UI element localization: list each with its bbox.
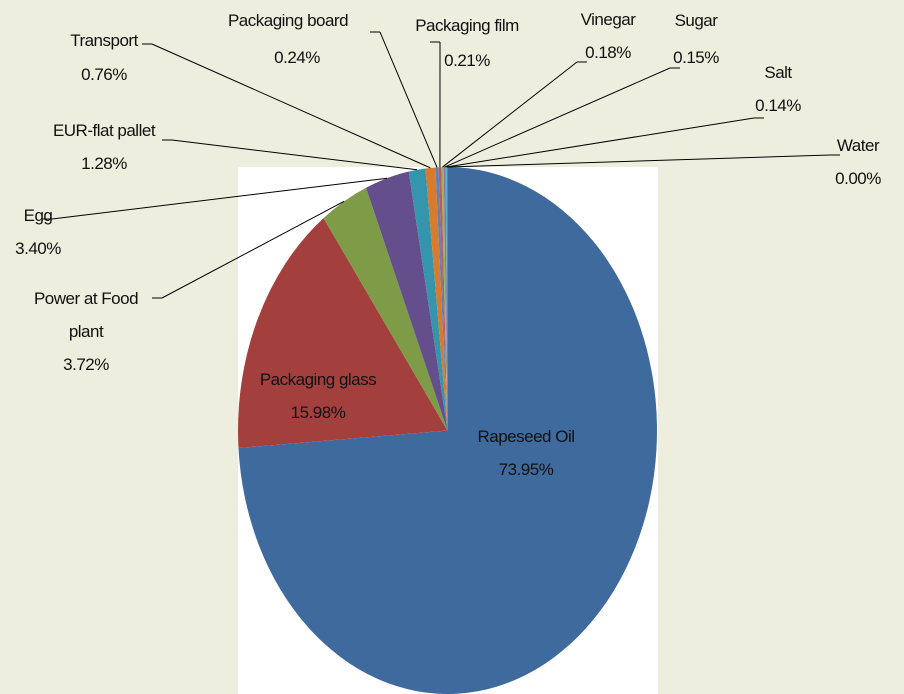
pie-slice [425,167,448,431]
pie-slice [441,167,448,431]
pie-slice [408,168,448,431]
slice-label: Water [836,136,880,155]
pie-slice [323,187,448,431]
slice-value: 0.15% [673,48,719,67]
slice-value: 3.72% [63,355,109,374]
slice-label: Power at Food plant [33,289,139,341]
slice-value: 73.95% [498,460,554,479]
slice-label: Packaging film [415,16,519,35]
slice-label: Vinegar [580,10,636,29]
pie-slice [445,167,448,431]
slice-label: Rapeseed Oil [477,427,575,446]
slice-label: Transport [70,31,138,50]
slice-label: Packaging board [227,11,349,30]
slice-label: Sugar [674,11,718,30]
slice-label: EUR-flat pallet [52,121,156,140]
slice-value: 0.14% [755,96,801,115]
pie-slice [435,167,448,431]
slice-value: 3.40% [15,239,61,258]
leader-line [51,177,388,220]
slice-value: 0.76% [81,65,127,84]
slice-value: 0.24% [274,48,320,67]
slice-value: 1.28% [81,154,127,173]
leader-line [161,200,345,299]
leader-line [379,31,438,168]
leader-line [444,67,671,168]
slice-value: 0.00% [835,169,881,188]
pie-slice [238,218,448,448]
pie-slice [238,167,658,694]
slice-label: Packaging glass [259,370,377,389]
leader-line [446,117,755,168]
slice-value: 15.98% [290,403,346,422]
slice-label: Egg [23,206,53,225]
leader-line [151,43,431,169]
leader-line [442,61,578,168]
slice-label: Salt [764,63,792,82]
leader-line [447,154,831,168]
pie-slice [443,167,448,431]
pie-slice [365,171,448,431]
leader-line [171,139,418,171]
slice-value: 0.21% [444,51,490,70]
slice-value: 0.18% [585,43,631,62]
pie-slice [438,167,448,431]
